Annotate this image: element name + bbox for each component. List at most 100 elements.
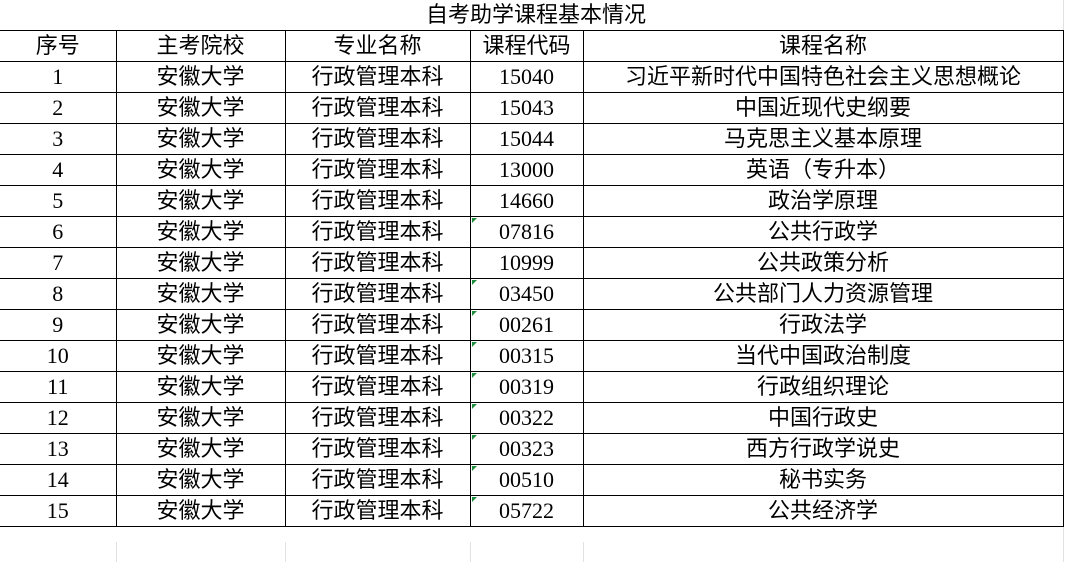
- course-name-cell[interactable]: 西方行政学说史: [582, 433, 1064, 465]
- school-cell[interactable]: 安徽大学: [115, 464, 286, 496]
- index-cell[interactable]: 15: [0, 495, 117, 527]
- header-cell[interactable]: 主考院校: [115, 30, 286, 62]
- major-cell[interactable]: 行政管理本科: [284, 464, 471, 496]
- index-cell[interactable]: 13: [0, 433, 117, 465]
- course-name-cell[interactable]: 中国行政史: [582, 402, 1064, 434]
- number-as-text-indicator-icon: [471, 466, 477, 471]
- cell-text: 安徽大学: [156, 219, 245, 244]
- sheet-title[interactable]: 自考助学课程基本情况: [425, 2, 646, 27]
- major-cell[interactable]: 行政管理本科: [284, 433, 471, 465]
- header-cell[interactable]: 序号: [0, 30, 117, 62]
- course-name-cell[interactable]: 中国近现代史纲要: [582, 92, 1064, 124]
- course-name-cell[interactable]: 政治学原理: [582, 185, 1064, 217]
- cell-text: 7: [52, 250, 64, 275]
- school-cell[interactable]: 安徽大学: [115, 154, 286, 186]
- index-cell[interactable]: 6: [0, 216, 117, 248]
- index-cell[interactable]: 8: [0, 278, 117, 310]
- course-code-cell[interactable]: 14660: [469, 185, 584, 217]
- school-cell[interactable]: 安徽大学: [115, 433, 286, 465]
- cell-text: 行政管理本科: [311, 374, 444, 399]
- course-code-cell[interactable]: 10999: [469, 247, 584, 279]
- major-cell[interactable]: 行政管理本科: [284, 154, 471, 186]
- course-name-cell[interactable]: 秘书实务: [582, 464, 1064, 496]
- course-code-cell[interactable]: 03450: [469, 278, 584, 310]
- school-cell[interactable]: 安徽大学: [115, 247, 286, 279]
- major-cell[interactable]: 行政管理本科: [284, 61, 471, 93]
- index-cell[interactable]: 4: [0, 154, 117, 186]
- school-cell[interactable]: 安徽大学: [115, 92, 286, 124]
- school-cell[interactable]: 安徽大学: [115, 495, 286, 527]
- major-cell[interactable]: 行政管理本科: [284, 371, 471, 403]
- index-cell[interactable]: 12: [0, 402, 117, 434]
- cell-text: 英语（专升本）: [745, 157, 900, 182]
- course-code-cell[interactable]: 15044: [469, 123, 584, 155]
- course-code-cell[interactable]: 15043: [469, 92, 584, 124]
- school-cell[interactable]: 安徽大学: [115, 185, 286, 217]
- major-cell[interactable]: 行政管理本科: [284, 402, 471, 434]
- table-row: 11 安徽大学 行政管理本科 00319 行政组织理论: [0, 371, 1064, 403]
- cell-text: 8: [52, 281, 64, 306]
- course-name-cell[interactable]: 公共部门人力资源管理: [582, 278, 1064, 310]
- index-cell[interactable]: 3: [0, 123, 117, 155]
- index-cell[interactable]: 14: [0, 464, 117, 496]
- course-code-cell[interactable]: 00319: [469, 371, 584, 403]
- course-name-cell[interactable]: 当代中国政治制度: [582, 340, 1064, 372]
- major-cell[interactable]: 行政管理本科: [284, 278, 471, 310]
- header-cell[interactable]: 课程名称: [582, 30, 1064, 62]
- major-cell[interactable]: 行政管理本科: [284, 340, 471, 372]
- school-cell[interactable]: 安徽大学: [115, 61, 286, 93]
- major-cell[interactable]: 行政管理本科: [284, 247, 471, 279]
- major-cell[interactable]: 行政管理本科: [284, 123, 471, 155]
- index-cell[interactable]: 1: [0, 61, 117, 93]
- school-cell[interactable]: 安徽大学: [115, 309, 286, 341]
- school-cell[interactable]: 安徽大学: [115, 371, 286, 403]
- cell-text: 4: [52, 157, 64, 182]
- course-code-cell[interactable]: 00261: [469, 309, 584, 341]
- cell-text: 行政管理本科: [311, 126, 444, 151]
- index-cell[interactable]: 10: [0, 340, 117, 372]
- major-cell[interactable]: 行政管理本科: [284, 309, 471, 341]
- course-code-cell[interactable]: 00323: [469, 433, 584, 465]
- course-name-cell[interactable]: 公共经济学: [582, 495, 1064, 527]
- course-name-cell[interactable]: 马克思主义基本原理: [582, 123, 1064, 155]
- course-name-cell[interactable]: 习近平新时代中国特色社会主义思想概论: [582, 61, 1064, 93]
- cell-text: 行政管理本科: [311, 436, 444, 461]
- course-code-cell[interactable]: 00510: [469, 464, 584, 496]
- course-code-cell[interactable]: 13000: [469, 154, 584, 186]
- course-code-cell[interactable]: 15040: [469, 61, 584, 93]
- table-row: 12 安徽大学 行政管理本科 00322 中国行政史: [0, 402, 1064, 434]
- school-cell[interactable]: 安徽大学: [115, 402, 286, 434]
- course-name-cell[interactable]: 行政法学: [582, 309, 1064, 341]
- course-name-cell[interactable]: 英语（专升本）: [582, 154, 1064, 186]
- school-cell[interactable]: 安徽大学: [115, 123, 286, 155]
- school-cell[interactable]: 安徽大学: [115, 216, 286, 248]
- course-code-cell[interactable]: 05722: [469, 495, 584, 527]
- major-cell[interactable]: 行政管理本科: [284, 495, 471, 527]
- index-cell[interactable]: 5: [0, 185, 117, 217]
- cell-text: 07816: [499, 219, 554, 244]
- major-cell[interactable]: 行政管理本科: [284, 216, 471, 248]
- cell-text: 15: [46, 498, 69, 523]
- header-cell[interactable]: 课程代码: [469, 30, 584, 62]
- course-name-cell[interactable]: 公共政策分析: [582, 247, 1064, 279]
- major-cell[interactable]: 行政管理本科: [284, 92, 471, 124]
- cell-text: 11: [47, 374, 69, 399]
- cell-text: 当代中国政治制度: [734, 343, 911, 368]
- school-cell[interactable]: 安徽大学: [115, 340, 286, 372]
- course-code-cell[interactable]: 00315: [469, 340, 584, 372]
- cell-text: 公共部门人力资源管理: [712, 281, 933, 306]
- course-name-cell[interactable]: 公共行政学: [582, 216, 1064, 248]
- cell-text: 00322: [499, 405, 554, 430]
- school-cell[interactable]: 安徽大学: [115, 278, 286, 310]
- index-cell[interactable]: 7: [0, 247, 117, 279]
- index-cell[interactable]: 11: [0, 371, 117, 403]
- header-cell[interactable]: 专业名称: [284, 30, 471, 62]
- cell-text: 00315: [499, 343, 554, 368]
- course-name-cell[interactable]: 行政组织理论: [582, 371, 1064, 403]
- cell-text: 15044: [499, 126, 554, 151]
- index-cell[interactable]: 9: [0, 309, 117, 341]
- major-cell[interactable]: 行政管理本科: [284, 185, 471, 217]
- index-cell[interactable]: 2: [0, 92, 117, 124]
- course-code-cell[interactable]: 07816: [469, 216, 584, 248]
- course-code-cell[interactable]: 00322: [469, 402, 584, 434]
